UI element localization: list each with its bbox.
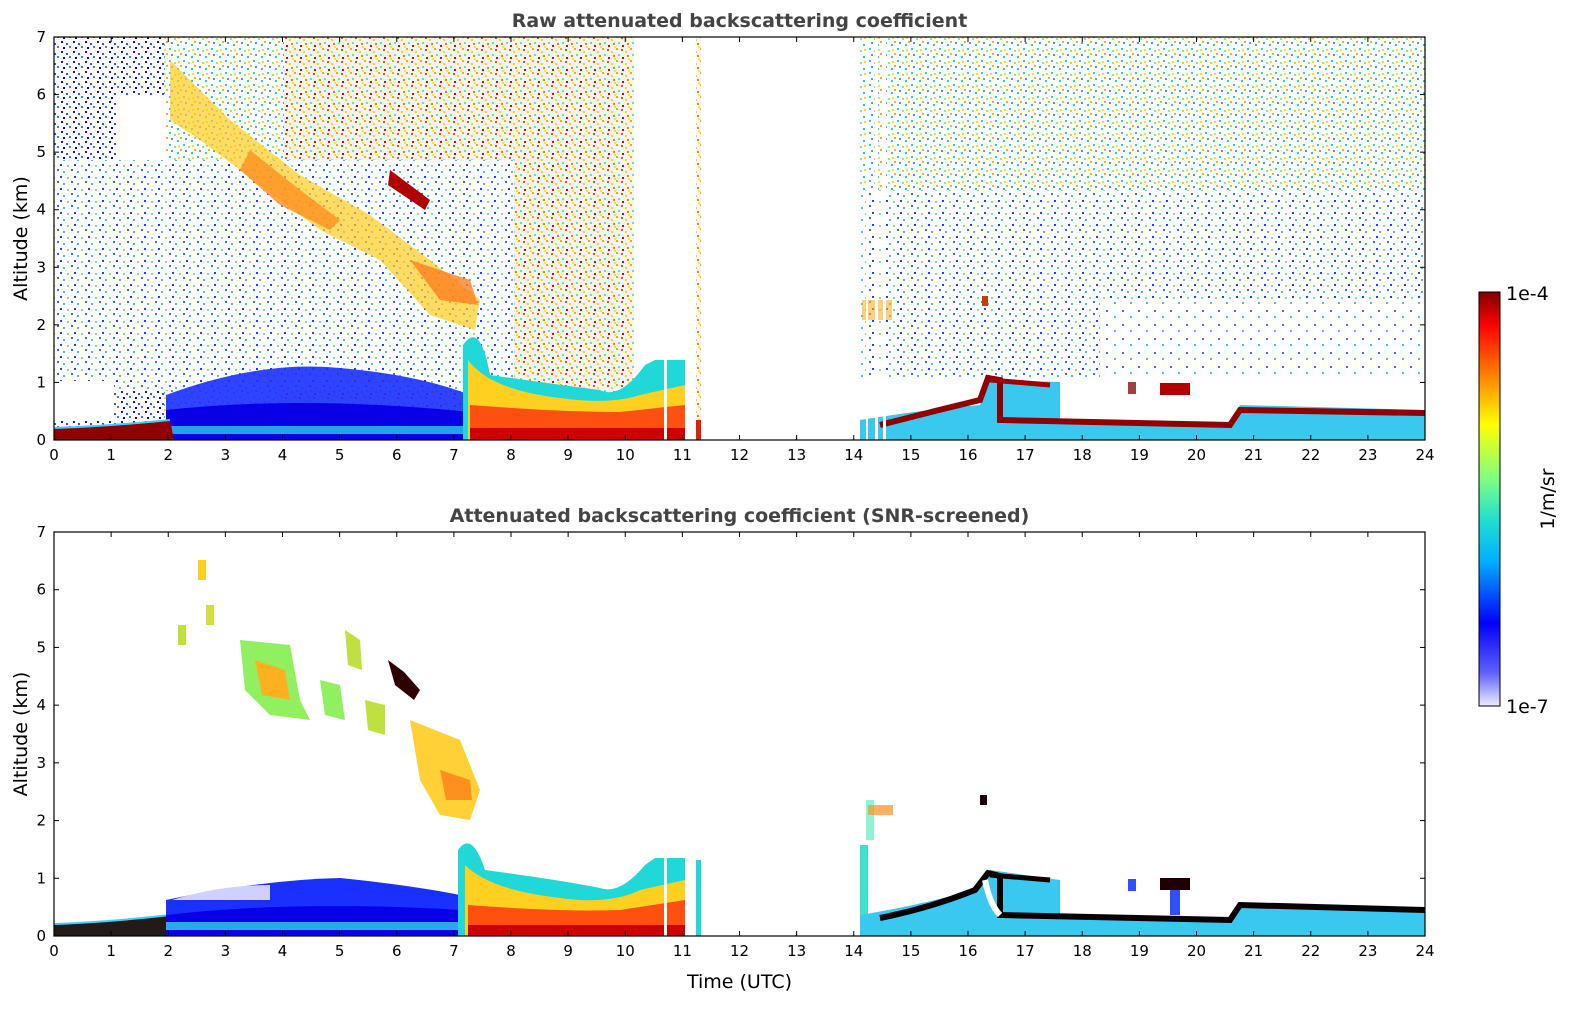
bottom-panel-title: Attenuated backscattering coefficient (S… — [450, 505, 1030, 527]
bottom-x-tick-label: 22 — [1301, 942, 1320, 960]
bottom-x-tick-label: 9 — [563, 942, 573, 960]
bottom-x-tick-label: 11 — [673, 942, 692, 960]
bottom-x-tick-label: 15 — [901, 942, 920, 960]
top-y-tick-label: 0 — [36, 431, 46, 449]
colorbar-max-label: 1e-4 — [1506, 283, 1549, 305]
top-x-tick-label: 0 — [49, 446, 59, 464]
bottom-x-tick-label: 1 — [106, 942, 116, 960]
bottom-x-tick-label: 18 — [1073, 942, 1092, 960]
top-x-tick-label: 4 — [278, 446, 288, 464]
colorbar-gradient — [1478, 291, 1501, 707]
top-x-tick-label: 3 — [221, 446, 231, 464]
top-x-tick-label: 9 — [563, 446, 573, 464]
top-y-tick-label: 7 — [36, 28, 46, 46]
top-y-axis-label: Altitude (km) — [10, 176, 32, 301]
top-panel-heatmap — [54, 37, 1425, 440]
bottom-x-tick-label: 5 — [335, 942, 345, 960]
bottom-x-tick-label: 7 — [449, 942, 459, 960]
bottom-panel-axes — [53, 531, 1426, 937]
top-x-tick-label: 20 — [1187, 446, 1206, 464]
colorbar-min-label: 1e-7 — [1506, 696, 1549, 718]
top-y-tick-label: 2 — [36, 316, 46, 334]
top-y-tick-label: 6 — [36, 86, 46, 104]
top-y-tick-label: 5 — [36, 143, 46, 161]
bottom-x-tick-label: 8 — [506, 942, 516, 960]
x-axis-label: Time (UTC) — [686, 971, 792, 993]
bottom-x-tick-label: 23 — [1358, 942, 1377, 960]
bottom-y-ticks: 0 1 2 3 4 5 6 7 — [36, 523, 1425, 945]
top-x-tick-label: 1 — [106, 446, 116, 464]
bottom-y-tick-label: 7 — [36, 523, 46, 541]
top-x-tick-label: 5 — [335, 446, 345, 464]
bottom-x-tick-label: 6 — [392, 942, 402, 960]
top-x-ticks: 0 1 2 3 4 5 6 7 8 9 10 11 12 13 14 15 16 17 18 19 20 21 22 23 24 — [49, 37, 1435, 464]
top-x-tick-label: 17 — [1016, 446, 1035, 464]
bottom-x-tick-label: 24 — [1415, 942, 1434, 960]
top-y-tick-label: 3 — [36, 258, 46, 276]
top-x-tick-label: 15 — [901, 446, 920, 464]
bottom-x-tick-label: 14 — [844, 942, 863, 960]
top-x-tick-label: 19 — [1130, 446, 1149, 464]
bottom-y-tick-label: 0 — [36, 927, 46, 945]
bottom-x-tick-label: 2 — [163, 942, 173, 960]
bottom-x-tick-label: 21 — [1244, 942, 1263, 960]
top-x-tick-label: 8 — [506, 446, 516, 464]
bottom-y-tick-label: 3 — [36, 754, 46, 772]
bottom-x-ticks: 0 1 2 3 4 5 6 7 8 9 10 11 12 13 14 15 16 17 18 19 20 21 22 23 24 — [49, 532, 1435, 960]
bottom-x-tick-label: 12 — [730, 942, 749, 960]
colorbar: 1e-4 1e-7 1/m/sr — [1478, 283, 1559, 718]
top-y-tick-label: 1 — [36, 373, 46, 391]
bottom-y-tick-label: 1 — [36, 869, 46, 887]
top-x-tick-label: 24 — [1415, 446, 1434, 464]
top-x-tick-label: 18 — [1073, 446, 1092, 464]
bottom-x-tick-label: 10 — [616, 942, 635, 960]
top-x-tick-label: 2 — [163, 446, 173, 464]
bottom-x-tick-label: 20 — [1187, 942, 1206, 960]
bottom-panel-heatmap — [54, 560, 1425, 936]
top-x-tick-label: 10 — [616, 446, 635, 464]
top-x-tick-label: 23 — [1358, 446, 1377, 464]
bottom-x-tick-label: 19 — [1130, 942, 1149, 960]
bottom-y-tick-label: 2 — [36, 812, 46, 830]
top-x-tick-label: 16 — [958, 446, 977, 464]
top-x-tick-label: 13 — [787, 446, 806, 464]
top-y-tick-label: 4 — [36, 201, 46, 219]
top-x-tick-label: 14 — [844, 446, 863, 464]
top-x-tick-label: 21 — [1244, 446, 1263, 464]
bottom-x-tick-label: 13 — [787, 942, 806, 960]
bottom-x-tick-label: 0 — [49, 942, 59, 960]
bottom-x-tick-label: 17 — [1016, 942, 1035, 960]
bottom-x-tick-label: 3 — [221, 942, 231, 960]
top-panel-title: Raw attenuated backscattering coefficien… — [512, 10, 968, 32]
top-x-tick-label: 12 — [730, 446, 749, 464]
colorbar-unit-label: 1/m/sr — [1537, 468, 1559, 529]
top-x-tick-label: 11 — [673, 446, 692, 464]
bottom-y-tick-label: 4 — [36, 696, 46, 714]
bottom-x-tick-label: 4 — [278, 942, 288, 960]
bottom-y-axis-label: Altitude (km) — [10, 672, 32, 797]
bottom-y-tick-label: 5 — [36, 638, 46, 656]
top-x-tick-label: 22 — [1301, 446, 1320, 464]
top-y-ticks: 0 1 2 3 4 5 6 7 — [36, 28, 1425, 449]
top-x-tick-label: 7 — [449, 446, 459, 464]
bottom-y-tick-label: 6 — [36, 581, 46, 599]
bottom-x-tick-label: 16 — [958, 942, 977, 960]
top-x-tick-label: 6 — [392, 446, 402, 464]
